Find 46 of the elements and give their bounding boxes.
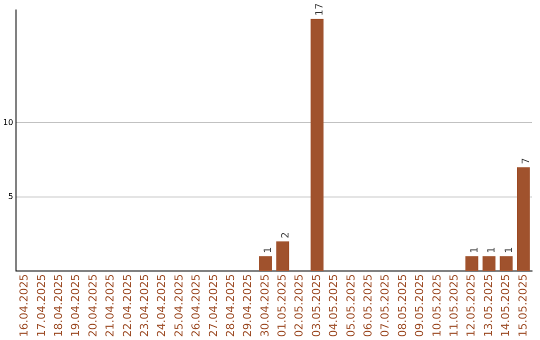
x-tick-label: 21.04.2025 — [104, 274, 117, 338]
x-tick-label: 07.05.2025 — [378, 274, 392, 338]
x-tick-label: 20.04.2025 — [86, 274, 100, 338]
x-tick-label: 18.04.2025 — [52, 274, 66, 338]
data-label: 7 — [520, 158, 532, 164]
x-tick-label: 22.04.2025 — [120, 274, 134, 338]
data-label: 17 — [314, 3, 326, 16]
x-tick-label: 29.04.2025 — [241, 274, 254, 338]
x-tick-label: 17.04.2025 — [34, 274, 48, 338]
x-tick-label: 23.04.2025 — [138, 274, 151, 338]
x-tick-label: 05.05.2025 — [344, 274, 358, 338]
x-tick-label: 25.04.2025 — [172, 274, 186, 338]
bar — [516, 167, 530, 272]
y-tick-label: 5 — [8, 192, 14, 201]
x-tick-label: 08.05.2025 — [396, 274, 409, 338]
x-tick-label: 16.04.2025 — [18, 274, 31, 338]
bar — [276, 241, 290, 272]
x-tick-label: 11.05.2025 — [447, 274, 460, 338]
bar — [500, 256, 513, 272]
x-tick-label: 04.05.2025 — [327, 274, 340, 338]
data-label: 2 — [280, 232, 292, 238]
x-tick-label: 30.04.2025 — [258, 274, 272, 338]
x-tick-label: 03.05.2025 — [310, 274, 323, 338]
data-label: 1 — [504, 246, 515, 254]
bar — [482, 256, 496, 272]
x-tick-label: 15.05.2025 — [516, 274, 530, 338]
x-tick-label: 01.05.2025 — [276, 274, 289, 338]
x-tick-label: 09.05.2025 — [413, 274, 426, 338]
x-tick-label: 14.05.2025 — [499, 274, 512, 338]
x-tick-label: 02.05.2025 — [292, 274, 306, 338]
bar — [310, 18, 324, 272]
x-tick-label: 19.04.2025 — [69, 274, 82, 338]
y-tick-label: 10 — [2, 118, 14, 127]
x-tick-label: 06.05.2025 — [362, 274, 375, 338]
x-tick-label: 10.05.2025 — [430, 274, 444, 338]
x-tick-label: 28.04.2025 — [224, 274, 237, 338]
x-tick-label: 27.04.2025 — [206, 274, 220, 338]
bar — [465, 256, 478, 272]
bar — [259, 256, 272, 272]
data-label: 1 — [263, 246, 274, 254]
x-tick-label: 13.05.2025 — [482, 274, 495, 338]
x-tick-label: 12.05.2025 — [464, 274, 478, 338]
data-label: 1 — [486, 246, 498, 254]
x-tick-label: 24.04.2025 — [155, 274, 168, 338]
x-tick-label: 26.04.2025 — [190, 274, 203, 338]
data-label: 1 — [469, 246, 480, 254]
